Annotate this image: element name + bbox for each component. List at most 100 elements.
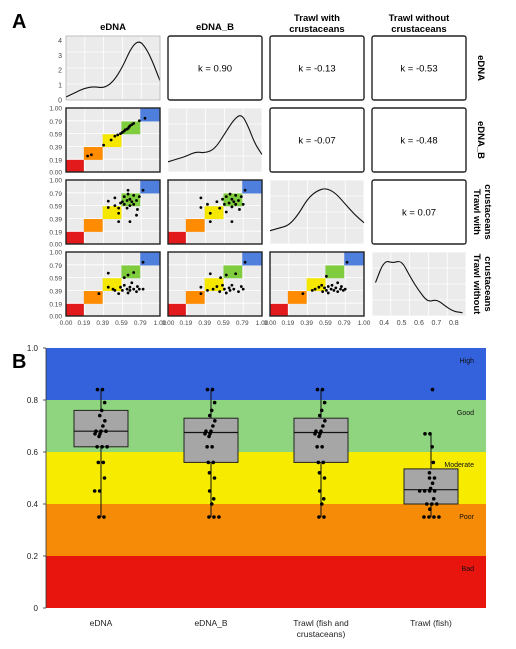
scatter-point [126,192,130,196]
kappa-cell [269,107,365,173]
cell-border [167,179,263,245]
scatter-point [230,220,234,224]
scatter-point [199,206,203,209]
data-point [102,400,107,405]
row-header: crustaceans [482,256,493,311]
data-point [317,471,322,475]
data-point [101,460,106,465]
kappa-value: k = -0.07 [298,136,335,147]
data-point [430,502,434,506]
data-point [315,445,319,449]
data-point [430,481,435,486]
x-category-label: Trawl (fish and [293,618,349,628]
status-diagonal-block [185,219,205,232]
scatter-x-tick: 0.59 [115,320,128,327]
scatter-point [128,289,132,292]
density-curve [269,188,365,232]
scatter-y-tick: 0.00 [49,314,62,321]
column-header: crustaceans [289,24,344,35]
scatter-point [206,289,209,292]
data-point [211,497,216,501]
scatter-point [132,121,136,125]
scatter-point [122,195,126,199]
x-category-label: Trawl (fish) [410,618,452,628]
data-point [97,489,102,493]
status-diagonal-block [242,180,262,194]
scatter-y-tick: 0.19 [49,157,62,164]
scatter-point [218,290,222,294]
scatter-point [128,197,132,201]
data-point [100,445,104,449]
scatter-point [218,206,222,210]
scatter-point [313,287,317,291]
scatter-y-tick: 0.59 [49,204,62,211]
scatter-point [301,292,305,295]
data-point [427,471,432,475]
box [403,468,459,505]
y-tick-label: 0.6 [27,448,39,457]
data-point [313,432,317,436]
data-point [437,515,441,519]
status-band [46,556,486,608]
cell-border [269,251,365,317]
scatter-point [215,285,219,288]
scatter-point [317,285,321,289]
data-point [417,489,422,493]
scatter-point [234,272,238,276]
scatter-point [237,290,240,294]
scatter-point [325,289,328,292]
data-point [321,424,325,428]
status-diagonal-block [140,108,160,122]
scatter-point [221,283,224,287]
scatter-x-tick: 0.19 [282,320,295,327]
scatter-point [208,211,212,215]
data-point [428,432,432,436]
scatter-point [343,287,347,291]
status-diagonal-block [270,303,288,316]
data-point [97,515,101,519]
row-header: eDNA [475,55,486,81]
column-header: eDNA [100,22,126,33]
kappa-cell [167,35,263,101]
row-header: Trawl with [471,189,482,235]
scatter-x-tick: 0.39 [96,320,109,327]
data-point [210,445,214,449]
data-point [206,460,211,465]
data-point [207,471,212,475]
density-x-tick: 0.4 [379,320,389,327]
density-y-tick: 2 [58,68,62,75]
scatter-point [227,286,231,290]
row-header: Trawl without [471,254,482,316]
kappa-value: k = 0.90 [198,64,232,75]
kappa-cell [371,179,467,245]
data-point [427,476,432,480]
scatter-point [339,287,342,291]
scatter-x-tick: 0.00 [162,320,175,327]
density-y-tick: 3 [58,53,62,60]
scatter-point [234,202,238,206]
x-category-label: eDNA [90,618,113,628]
data-point [321,460,326,465]
kappa-cell [371,107,467,173]
status-band-label: Poor [459,514,474,521]
cell-border [65,179,161,245]
scatter-point [234,193,238,197]
kappa-value: k = -0.48 [400,136,437,147]
scatter-y-tick: 1.00 [49,250,62,257]
scatter-point [243,260,247,264]
scatter-point [143,116,147,120]
status-diagonal-block [223,265,243,279]
scatter-point [113,204,117,208]
density-y-tick: 1 [58,83,62,90]
y-tick-label: 0.2 [27,552,39,561]
scatter-point [126,273,130,277]
scatter-x-tick: 1.00 [154,320,167,327]
density-curve [65,41,161,98]
scatter-point [130,200,134,204]
cell-border [65,107,161,173]
status-diagonal-block [168,303,186,316]
data-point [95,387,100,392]
column-header: eDNA_B [196,22,234,33]
status-diagonal-block [102,206,122,220]
data-point [101,424,105,428]
